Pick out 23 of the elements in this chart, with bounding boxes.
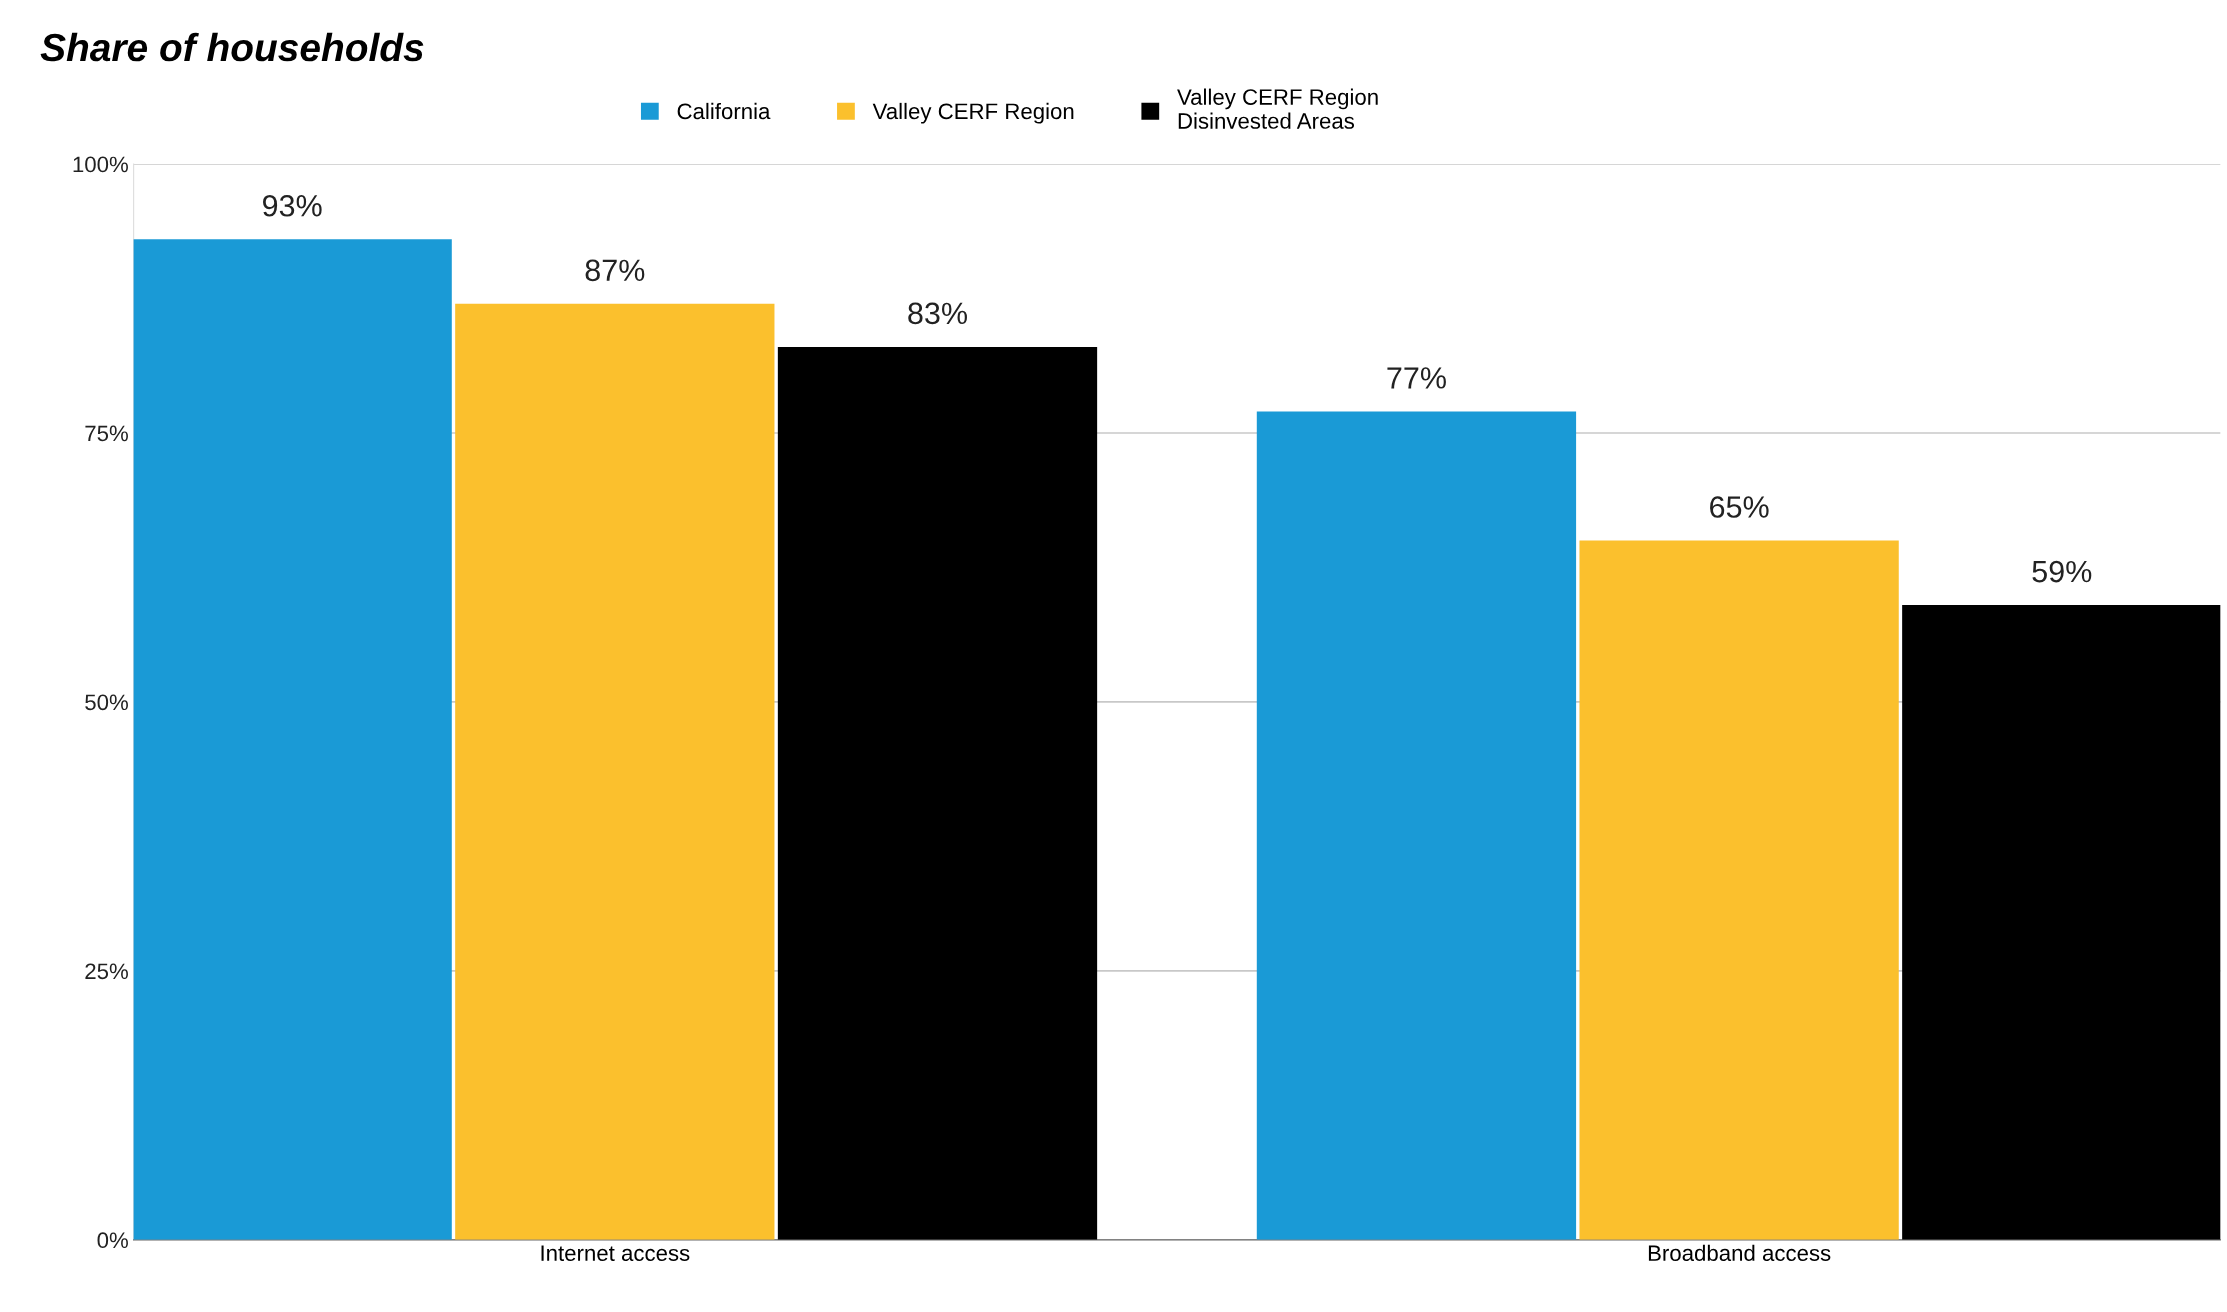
- bar: [777, 346, 1098, 1240]
- data-label: 77%: [1387, 367, 1446, 389]
- data-label: 93%: [263, 194, 322, 217]
- x-tick-label: Internet access: [541, 1245, 690, 1262]
- y-tick-label: 25%: [85, 963, 128, 980]
- bar: [1256, 411, 1577, 1240]
- y-tick-label: 75%: [85, 425, 128, 442]
- legend-label: California: [677, 102, 771, 120]
- x-tick-label: Broadband access: [1648, 1244, 1831, 1262]
- bar: [1902, 605, 2221, 1240]
- y-tick-label: 0%: [97, 1232, 128, 1249]
- bar: [133, 239, 452, 1240]
- bar: [1579, 540, 1899, 1240]
- legend-label: Valley CERF Region: [872, 102, 1074, 124]
- data-label: 65%: [1710, 496, 1769, 518]
- data-label: 59%: [2032, 560, 2092, 583]
- data-label: 83%: [908, 302, 967, 325]
- legend-label: Valley CERF Region Disinvested Areas: [1177, 88, 1378, 129]
- data-label: 87%: [585, 259, 645, 282]
- y-tick-label: 50%: [85, 694, 128, 711]
- bar: [455, 303, 775, 1240]
- y-tick-label: 100%: [73, 156, 128, 173]
- chart-title: Share of households: [40, 32, 424, 62]
